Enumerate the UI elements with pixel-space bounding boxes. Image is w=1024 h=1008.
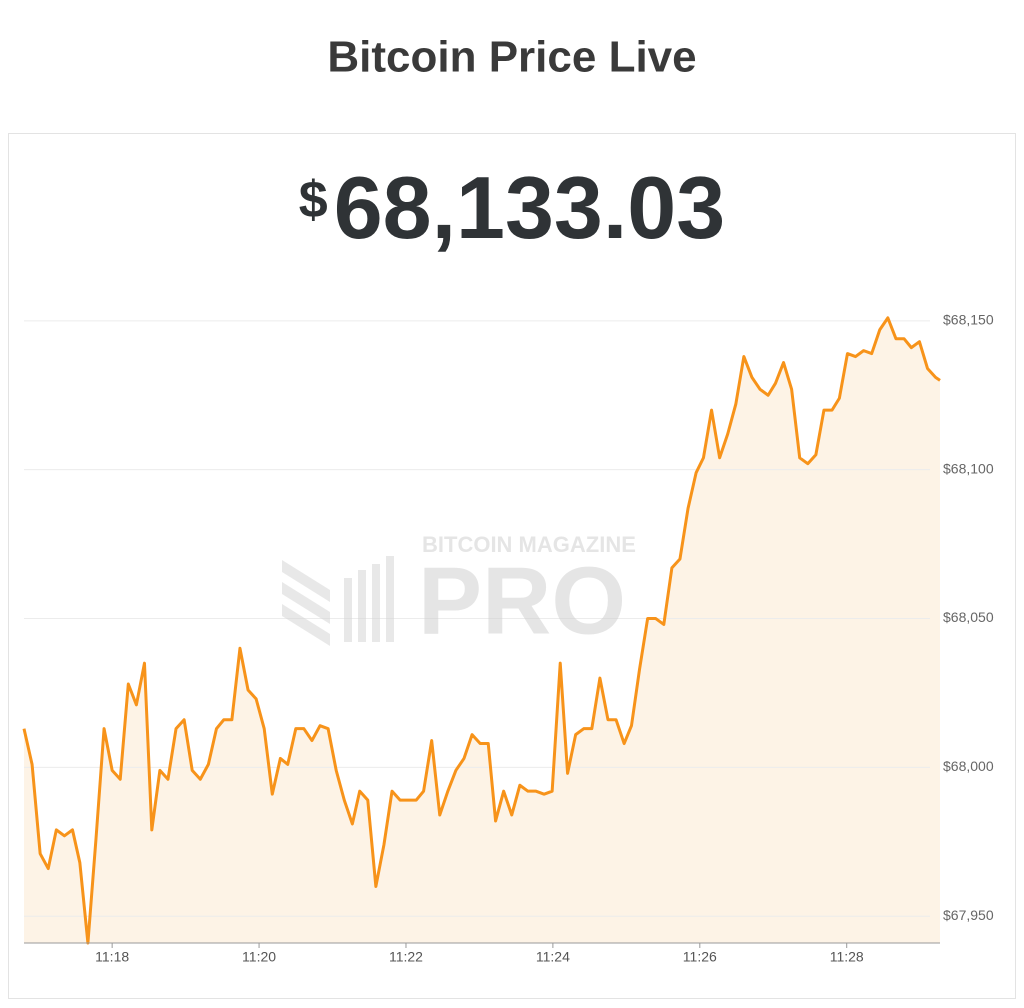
x-tick-label: 11:24 bbox=[536, 949, 570, 965]
price: $68,133.03 bbox=[299, 158, 725, 257]
watermark-bottom: PRO bbox=[418, 547, 626, 654]
watermark: BITCOIN MAGAZINE PRO bbox=[282, 532, 636, 654]
logo-stripe bbox=[282, 560, 330, 602]
watermark-top: BITCOIN MAGAZINE bbox=[422, 532, 636, 557]
logo-stripe bbox=[282, 582, 330, 624]
page-title: Bitcoin Price Live bbox=[327, 33, 696, 82]
logo-bar bbox=[372, 564, 380, 642]
price-amount: 68,133.03 bbox=[334, 158, 726, 257]
price-symbol: $ bbox=[299, 171, 328, 229]
price-line bbox=[22, 316, 941, 945]
logo-bar bbox=[358, 570, 366, 642]
x-tick-label: 11:26 bbox=[683, 949, 717, 965]
logo-stripe bbox=[282, 604, 330, 646]
logo-bar bbox=[344, 578, 352, 642]
x-tick-label: 11:22 bbox=[389, 949, 423, 965]
logo-bar bbox=[386, 556, 394, 642]
y-tick-label: $68,100 bbox=[943, 460, 994, 476]
y-tick-label: $68,000 bbox=[943, 758, 994, 774]
x-tick-label: 11:20 bbox=[242, 949, 276, 965]
y-tick-label: $67,950 bbox=[943, 907, 994, 923]
y-tick-label: $68,050 bbox=[943, 609, 994, 625]
x-tick-label: 11:28 bbox=[830, 949, 864, 965]
x-tick-label: 11:18 bbox=[95, 949, 129, 965]
area bbox=[24, 317, 940, 943]
y-tick-label: $68,150 bbox=[943, 312, 994, 328]
